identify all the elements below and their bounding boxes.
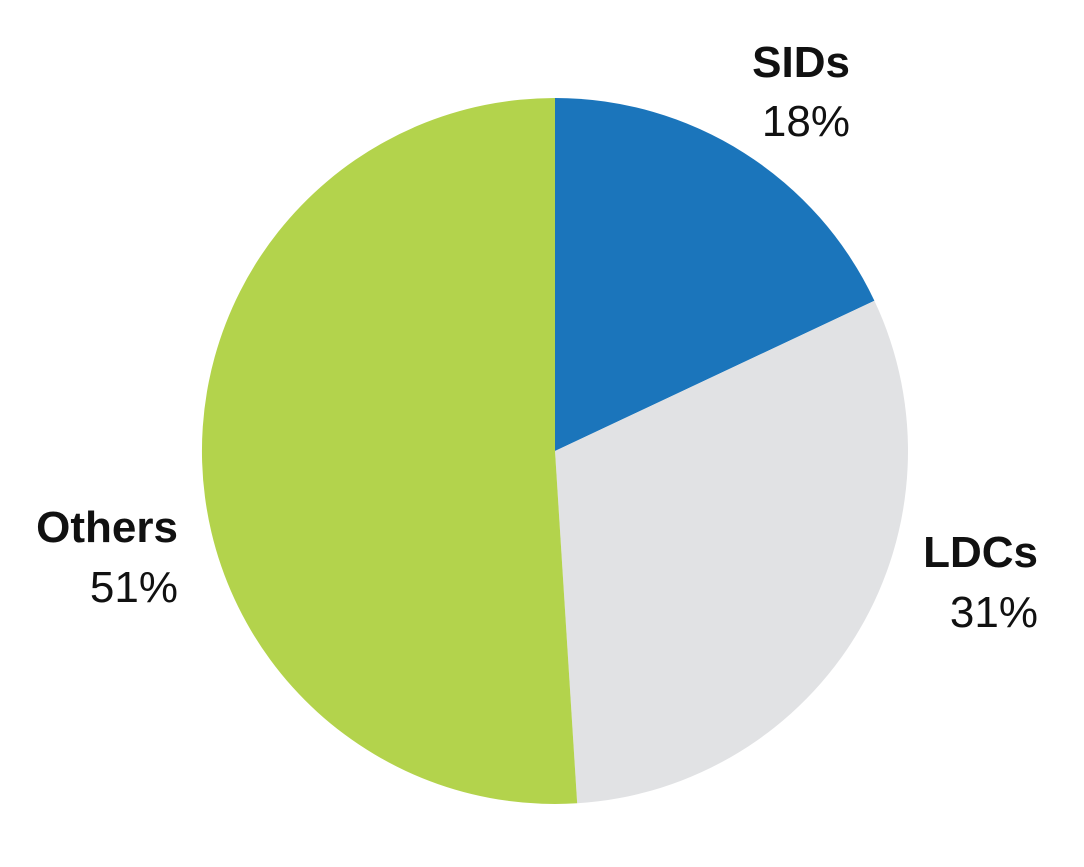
pie-labels: SIDs 18% LDCs 31% Others 51% xyxy=(36,38,1038,637)
pie-slice-ldcs xyxy=(555,300,908,804)
slice-label-sids: SIDs xyxy=(752,38,850,87)
slice-label-ldcs: LDCs xyxy=(923,528,1038,577)
slice-value-ldcs: 31% xyxy=(950,588,1038,637)
pie-slice-others xyxy=(201,98,578,804)
slice-value-sids: 18% xyxy=(762,97,850,146)
pie-slices xyxy=(201,98,908,804)
pie-slice-sids xyxy=(555,98,875,451)
slice-label-others: Others xyxy=(36,503,178,552)
slice-value-others: 51% xyxy=(90,563,178,612)
